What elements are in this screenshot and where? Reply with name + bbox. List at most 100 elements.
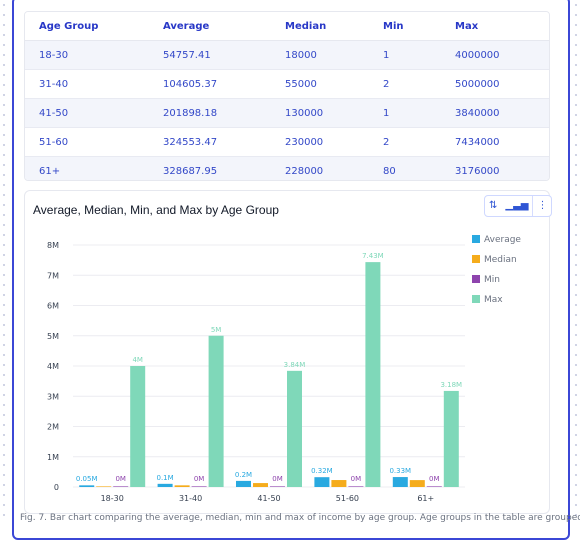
data-label: 3.18M	[440, 381, 462, 389]
column-header-average[interactable]: Average	[149, 12, 271, 41]
table-row: 51-60 324553.47 230000 2 7434000	[25, 127, 549, 157]
bar-min-18-30	[113, 486, 129, 487]
table-cell: 2	[369, 69, 441, 99]
bar-median-61+	[409, 480, 425, 487]
table-cell: 1	[369, 40, 441, 70]
chart-title: Average, Median, Min, and Max by Age Gro…	[33, 203, 279, 217]
table-row: 18-30 54757.41 18000 1 4000000	[25, 40, 549, 70]
data-label: 0.05M	[76, 475, 98, 483]
legend-swatch	[472, 235, 480, 243]
bar-median-41-50	[253, 483, 268, 487]
y-tick-label: 7M	[47, 271, 59, 280]
legend-swatch	[472, 255, 480, 263]
bar-median-51-60	[331, 480, 347, 487]
table-cell: 80	[369, 156, 441, 180]
table-header-row: Age Group Average Median Min Max	[25, 12, 549, 41]
dotted-background-left	[0, 0, 8, 518]
bar-min-61+	[426, 486, 442, 487]
figure-caption: Fig. 7. Bar chart comparing the average,…	[20, 513, 580, 523]
bar-min-51-60	[348, 486, 364, 487]
y-tick-label: 1M	[47, 453, 59, 462]
x-tick-label: 31-40	[179, 494, 202, 503]
x-tick-label: 18-30	[101, 494, 124, 503]
bar-average-31-40	[157, 483, 173, 487]
dotted-background-right	[572, 0, 580, 518]
data-label: 0M	[115, 475, 126, 483]
bar-average-51-60	[314, 477, 330, 487]
table-cell: 51-60	[25, 127, 149, 157]
y-tick-label: 0	[54, 483, 59, 492]
toolbar-divider	[532, 196, 534, 216]
data-label: 0.2M	[235, 471, 252, 479]
data-label: 0M	[194, 475, 205, 483]
table-row: 61+ 328687.95 228000 80 3176000	[25, 156, 549, 180]
table-cell: 18000	[271, 40, 369, 70]
column-header-median[interactable]: Median	[271, 12, 369, 41]
bar-max-18-30	[130, 366, 146, 487]
table-cell: 4000000	[441, 40, 549, 70]
table-row: 41-50 201898.18 130000 1 3840000	[25, 98, 549, 128]
legend-swatch	[472, 295, 480, 303]
table-cell: 61+	[25, 156, 149, 180]
table-cell: 54757.41	[149, 40, 271, 70]
data-label: 4M	[132, 356, 143, 364]
table-cell: 55000	[271, 69, 369, 99]
data-label: 0.33M	[389, 467, 411, 475]
x-tick-label: 51-60	[336, 494, 359, 503]
legend-swatch	[472, 275, 480, 283]
data-label: 7.43M	[362, 252, 384, 260]
bar-min-41-50	[270, 486, 285, 487]
bar-average-41-50	[236, 480, 251, 487]
table-cell: 41-50	[25, 98, 149, 128]
table-cell: 1	[369, 98, 441, 128]
sort-arrows-icon[interactable]: ⇅	[489, 200, 498, 211]
bar-min-31-40	[191, 486, 207, 487]
chart-card: 0 1M 2M 3M 4M 5M 6M 7M 8M 0.05M 0M 4M 18-30 0.1M 0M 5M 3…	[24, 190, 553, 514]
table-cell: 230000	[271, 127, 369, 157]
column-header-min[interactable]: Min	[369, 12, 441, 41]
y-tick-label: 8M	[47, 241, 59, 250]
stats-table-card: Age Group Average Median Min Max 18-30 5…	[24, 11, 550, 181]
bar-chart: 0 1M 2M 3M 4M 5M 6M 7M 8M 0.05M 0M 4M 18-30 0.1M 0M 5M 3…	[47, 235, 521, 503]
bar-max-31-40	[208, 335, 224, 487]
data-label: 5M	[211, 326, 222, 334]
table-cell: 324553.47	[149, 127, 271, 157]
y-tick-label: 3M	[47, 392, 59, 401]
table-cell: 18-30	[25, 40, 149, 70]
data-label: 0M	[429, 475, 440, 483]
x-tick-label: 61+	[417, 494, 434, 503]
data-label: 0M	[351, 475, 362, 483]
legend-label: Min	[484, 275, 500, 285]
table-cell: 201898.18	[149, 98, 271, 128]
legend-label: Max	[484, 295, 503, 305]
bar-max-41-50	[287, 370, 302, 487]
y-tick-label: 6M	[47, 302, 59, 311]
table-cell: 5000000	[441, 69, 549, 99]
bar-chart-icon[interactable]: ▁▃▅	[505, 200, 529, 211]
data-label: 0M	[272, 475, 283, 483]
bar-median-18-30	[96, 486, 112, 487]
bar-average-18-30	[79, 485, 95, 487]
data-label: 3.84M	[284, 361, 306, 369]
column-header-age-group[interactable]: Age Group	[25, 12, 149, 41]
bar-max-51-60	[365, 262, 381, 487]
bar-max-61+	[443, 390, 459, 487]
legend-label: Median	[484, 255, 517, 265]
table-cell: 104605.37	[149, 69, 271, 99]
table-cell: 328687.95	[149, 156, 271, 180]
y-tick-label: 5M	[47, 332, 59, 341]
y-tick-label: 4M	[47, 362, 59, 371]
table-cell: 3176000	[441, 156, 549, 180]
table-cell: 7434000	[441, 127, 549, 157]
column-header-max[interactable]: Max	[441, 12, 549, 41]
table-cell: 3840000	[441, 98, 549, 128]
stats-table: Age Group Average Median Min Max 18-30 5…	[25, 12, 549, 180]
data-label: 0.32M	[311, 467, 333, 475]
more-vertical-icon[interactable]: ⋮	[537, 200, 548, 211]
bar-average-61+	[392, 477, 408, 487]
data-label: 0.1M	[157, 474, 174, 482]
chart-toolbar: ⇅ ▁▃▅ ⋮	[484, 195, 553, 217]
table-cell: 2	[369, 127, 441, 157]
table-cell: 31-40	[25, 69, 149, 99]
bar-median-31-40	[174, 485, 190, 487]
